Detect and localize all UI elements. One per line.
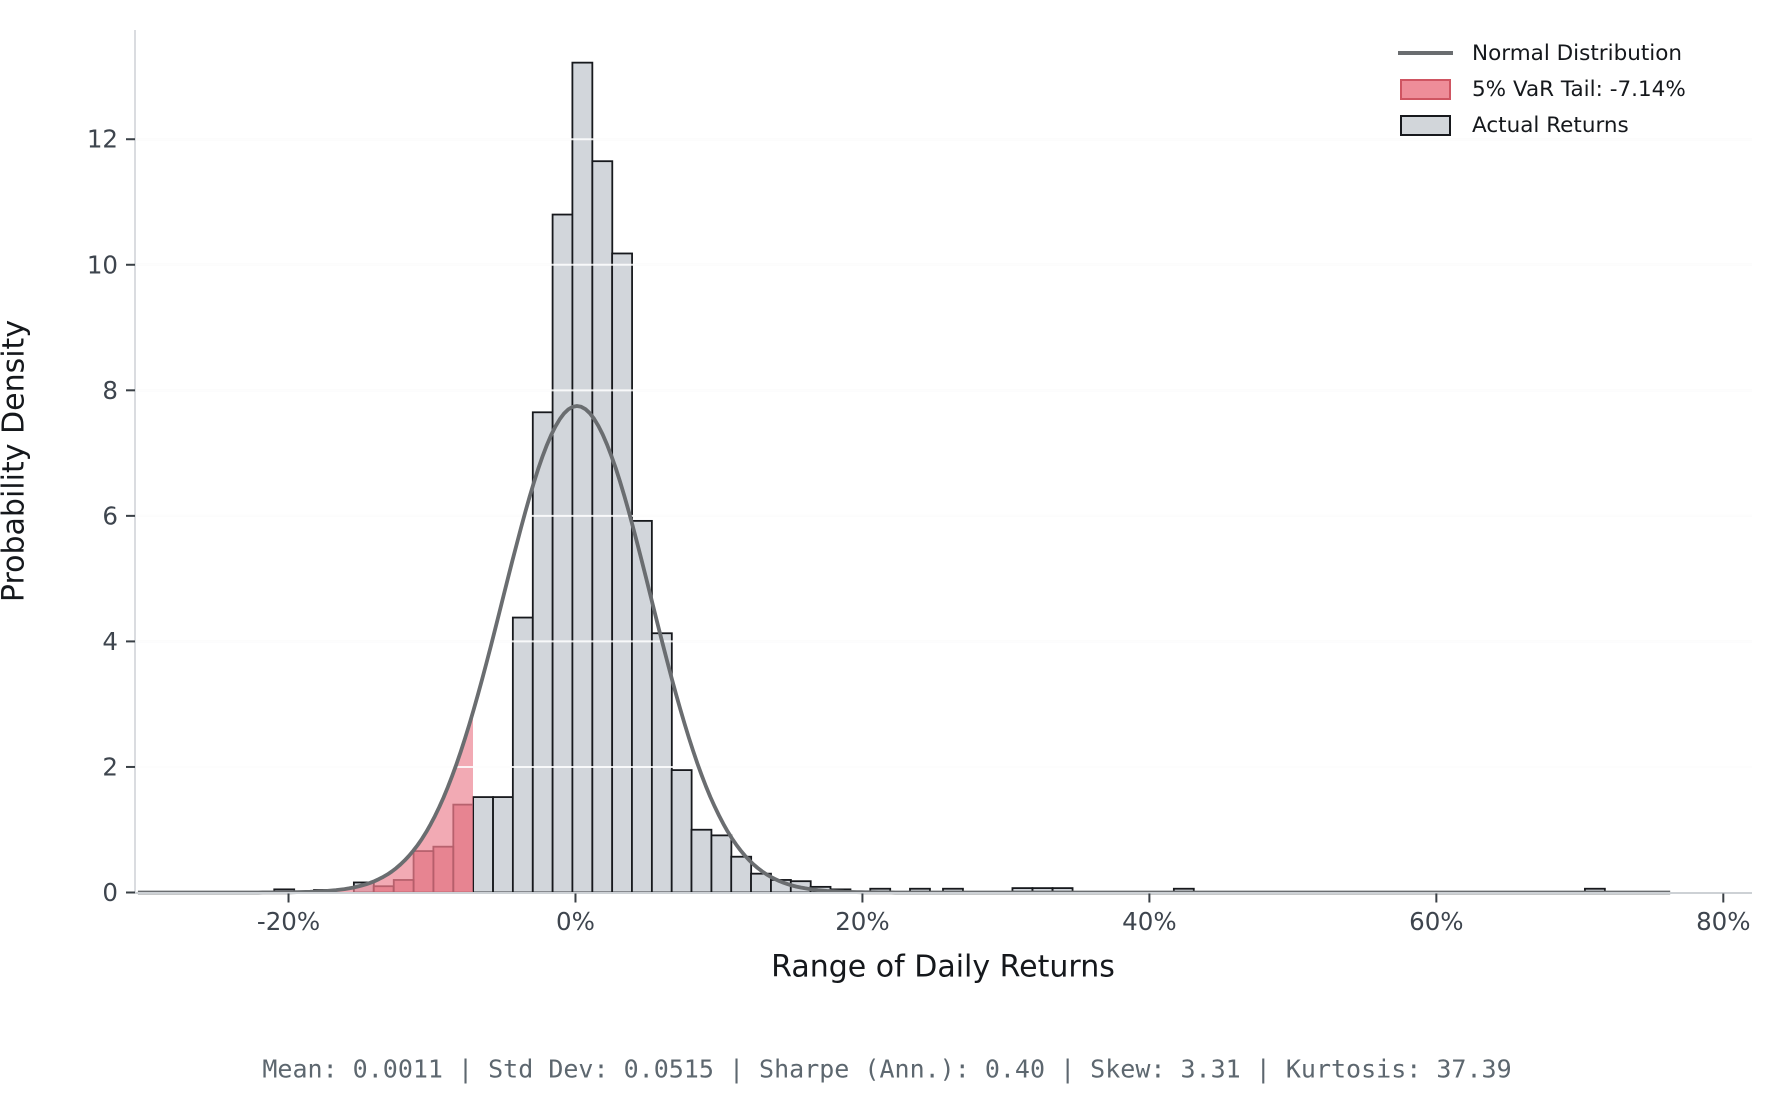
histogram-bars bbox=[273, 61, 1606, 894]
histogram-bar bbox=[710, 834, 733, 894]
legend-gray-patch-swatch bbox=[1398, 114, 1453, 136]
y-tick-label: 10 bbox=[87, 250, 118, 279]
x-tick-label: 20% bbox=[835, 907, 889, 936]
histogram-bar bbox=[670, 769, 693, 894]
x-tick-label: 80% bbox=[1696, 907, 1750, 936]
normal-curve-line bbox=[137, 404, 1671, 895]
y-tick-label: 4 bbox=[102, 627, 118, 656]
histogram-bar bbox=[571, 61, 594, 894]
legend: Normal Distribution 5% VaR Tail: -7.14% … bbox=[1398, 35, 1686, 143]
histogram-bar bbox=[492, 796, 514, 894]
var-tail-area bbox=[137, 711, 473, 893]
y-tick-label: 12 bbox=[87, 125, 118, 154]
x-tick-label: -20% bbox=[257, 907, 320, 936]
x-tick-label: 60% bbox=[1409, 907, 1463, 936]
y-axis-label: Probability Density bbox=[0, 319, 32, 603]
axes bbox=[126, 30, 1752, 903]
histogram-bar bbox=[511, 616, 534, 894]
histogram-bar bbox=[611, 252, 633, 894]
histogram-bar bbox=[730, 855, 753, 894]
var-tail-fill bbox=[137, 711, 473, 893]
gridlines-over-bars bbox=[135, 138, 1752, 768]
y-tick-label: 8 bbox=[102, 376, 118, 405]
legend-label: Normal Distribution bbox=[1472, 40, 1683, 66]
legend-label: 5% VaR Tail: -7.14% bbox=[1472, 76, 1686, 102]
histogram-bar bbox=[591, 160, 614, 894]
summary-stats-line: Mean: 0.0011 | Std Dev: 0.0515 | Sharpe … bbox=[262, 1054, 1512, 1084]
histogram-bar bbox=[631, 519, 653, 894]
legend-item-actual-returns: Actual Returns bbox=[1398, 107, 1686, 143]
x-tick-label: 0% bbox=[556, 907, 595, 936]
x-axis-label: Range of Daily Returns bbox=[771, 949, 1115, 985]
gridlines bbox=[135, 138, 1752, 768]
y-tick-label: 6 bbox=[102, 501, 118, 530]
histogram-bar bbox=[551, 213, 574, 894]
legend-line-swatch bbox=[1398, 51, 1453, 55]
histogram-bar bbox=[472, 796, 494, 894]
legend-label: Actual Returns bbox=[1472, 112, 1629, 138]
tick-labels: -20% 0% 20% 40% 60% 80% 0 2 4 6 8 10 12 bbox=[87, 125, 1751, 936]
legend-red-patch-swatch bbox=[1398, 78, 1453, 100]
histogram-bar bbox=[531, 411, 554, 894]
normal-distribution-curve bbox=[137, 404, 1671, 895]
histogram-bar bbox=[690, 828, 713, 894]
x-tick-label: 40% bbox=[1122, 907, 1176, 936]
legend-item-var-tail: 5% VaR Tail: -7.14% bbox=[1398, 71, 1686, 107]
y-tick-label: 0 bbox=[102, 878, 118, 907]
y-tick-label: 2 bbox=[102, 752, 118, 781]
legend-item-normal-distribution: Normal Distribution bbox=[1398, 35, 1686, 71]
